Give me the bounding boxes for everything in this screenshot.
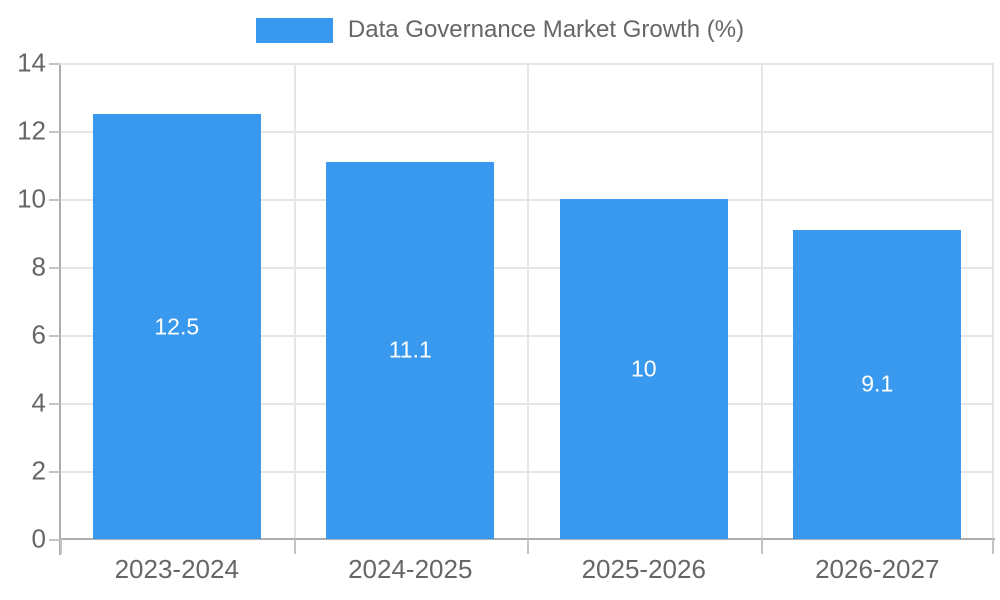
y-axis-label: 0 [31, 523, 46, 554]
y-axis-label: 2 [31, 455, 46, 486]
y-tick-mark [49, 403, 60, 405]
gridline-vertical [760, 63, 763, 539]
legend-label: Data Governance Market Growth (%) [347, 16, 745, 43]
x-axis-label: 2023-2024 [114, 554, 239, 584]
gridline-vertical [293, 63, 296, 539]
bar-value-label: 9.1 [861, 370, 894, 397]
y-tick-mark [49, 335, 60, 337]
y-tick-mark [49, 199, 60, 201]
legend-swatch [255, 17, 333, 43]
y-tick-mark [49, 267, 60, 269]
plot-area: 12.5 11.1 10 9.1 [49, 63, 995, 555]
x-axis-label: 2025-2026 [581, 554, 706, 584]
x-tick-mark [293, 539, 296, 554]
bar-value-label: 10 [630, 355, 657, 382]
y-axis-label: 14 [17, 47, 46, 78]
y-axis-label: 10 [17, 183, 46, 214]
x-axis-label: 2026-2027 [815, 554, 940, 584]
y-tick-mark [49, 63, 60, 65]
x-tick-mark [760, 539, 763, 554]
y-axis-label: 4 [31, 387, 46, 418]
x-tick-mark [60, 539, 62, 554]
x-axis-label: 2024-2025 [348, 554, 473, 584]
chart-legend-item[interactable]: Data Governance Market Growth (%) [0, 16, 1000, 44]
bar [92, 114, 261, 539]
y-tick-mark [49, 131, 60, 133]
bar-value-label: 12.5 [154, 313, 200, 339]
y-axis-label: 6 [31, 319, 46, 350]
gridline-vertical [992, 63, 994, 539]
bar [559, 199, 728, 539]
x-tick-mark [992, 539, 994, 554]
y-tick-mark [49, 471, 60, 473]
y-axis-label: 8 [31, 251, 46, 282]
y-axis-line [59, 65, 61, 555]
y-tick-mark [49, 539, 60, 541]
x-tick-mark [527, 539, 529, 554]
bar [326, 161, 495, 539]
gridline-vertical [527, 63, 529, 539]
bar-value-label: 11.1 [388, 336, 432, 363]
bar [793, 229, 962, 539]
y-axis-label: 12 [17, 115, 46, 146]
